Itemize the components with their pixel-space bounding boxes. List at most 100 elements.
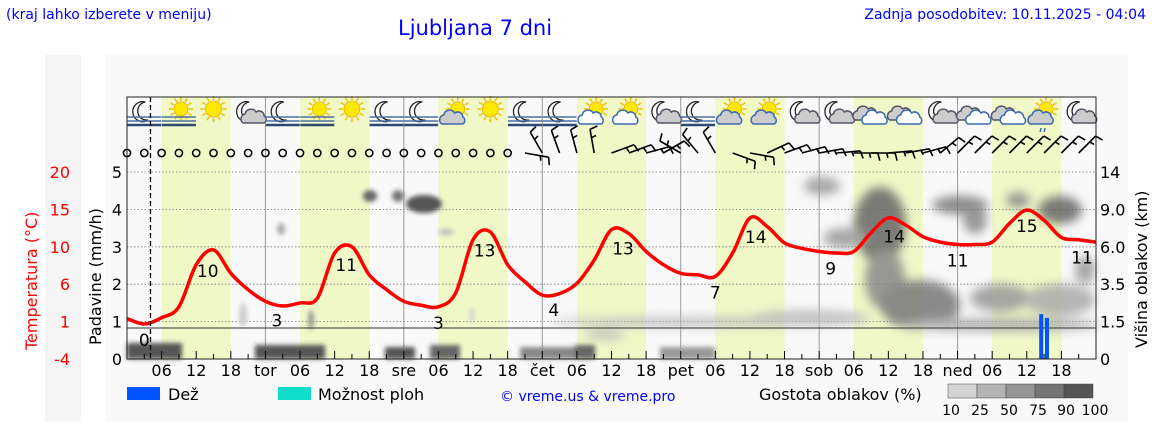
wind-barb-shaft: [974, 135, 993, 154]
sun-ray: [589, 98, 593, 103]
wind-barb-icon: [659, 133, 682, 154]
sun-ray: [1052, 112, 1057, 116]
moon-cloud-icon: [235, 101, 267, 124]
calm-wind-icon: [451, 148, 461, 158]
wind-barb-icon: [991, 135, 1017, 154]
cloud-icon: [611, 109, 639, 125]
cloud-icon: [895, 109, 923, 125]
wind-barb-feather: [681, 127, 688, 136]
precip-tick: 3: [112, 238, 122, 257]
wind-barb-icon: [589, 125, 598, 154]
wind-barb-feather: [706, 135, 712, 141]
temp-tick: 6: [60, 275, 70, 294]
wind-barb-shaft: [922, 146, 947, 154]
calm-wind-icon: [312, 148, 322, 158]
sun-ray: [737, 98, 742, 103]
sun-ray: [340, 112, 345, 117]
sun-disc: [173, 101, 189, 117]
wind-barb-feather: [1077, 135, 1086, 141]
sun-ray: [217, 97, 221, 102]
sun-ray: [312, 98, 316, 103]
x-tick: 06: [151, 361, 171, 380]
cloud-icon: [1070, 108, 1098, 124]
wind-barb-icon: [550, 125, 561, 154]
sun-cloud-icon: [715, 97, 747, 125]
sun-ray: [174, 98, 178, 103]
clouds-icon: [886, 105, 923, 125]
wind-barb-icon: [766, 142, 795, 154]
sun-cloud-icon: [611, 97, 643, 125]
cloud-height-tick: 3.5: [1100, 275, 1125, 294]
moon-fog-icon: [369, 101, 404, 127]
sun-ray: [637, 102, 642, 106]
wind-barb-feather: [958, 136, 966, 143]
sun-ray: [775, 102, 780, 106]
temp-extreme-label: 4: [548, 301, 559, 321]
wind-barb-icon: [524, 152, 551, 166]
temp-extreme-label: 13: [612, 239, 634, 259]
x-tick: 12: [1017, 361, 1037, 380]
cloud-density-scale-label: 10: [942, 403, 960, 419]
wind-barb-icon: [1043, 135, 1069, 154]
wind-barb-feather: [547, 157, 551, 166]
temp-tick: 1: [60, 313, 70, 332]
wind-barb-icon: [749, 152, 776, 166]
wind-barb-shaft: [957, 135, 976, 154]
wind-barb-feather: [928, 148, 934, 157]
temp-extreme-label: 11: [947, 251, 969, 271]
wind-barb-icon: [529, 125, 543, 154]
sun-ray: [187, 102, 192, 106]
calm-wind-icon: [191, 148, 201, 158]
last-updated: Zadnja posodobitev: 10.11.2025 - 04:04: [864, 7, 1146, 23]
x-tick: čet: [530, 361, 555, 380]
calm-wind-icon: [278, 148, 288, 158]
sun-ray: [620, 102, 625, 106]
cloud-density-scale-label: 50: [1000, 403, 1018, 419]
fog-icon: [300, 116, 335, 127]
sun-ray: [461, 98, 465, 103]
moon-cloud-icon: [789, 101, 821, 124]
cloud-density-swatch: [1063, 383, 1094, 399]
temp-extreme-label: 14: [883, 227, 905, 247]
sun-ray: [602, 112, 607, 116]
wind-barb-shaft: [681, 134, 699, 154]
precip-tick: 2: [112, 275, 122, 294]
wind-barb-feather: [553, 134, 559, 139]
wind-barb-shaft: [1026, 135, 1045, 154]
cloud-height-tick: 0: [1100, 350, 1110, 369]
wind-barb-feather: [683, 140, 691, 148]
fog-icon: [161, 116, 196, 127]
sun-ray: [723, 102, 729, 106]
wind-barb-shaft: [569, 129, 578, 154]
calm-wind-icon: [261, 148, 270, 158]
wind-barb-feather: [529, 125, 537, 133]
fog-icon: [681, 116, 716, 127]
wind-barb-shaft: [550, 130, 561, 154]
calm-wind-icon: [382, 148, 391, 158]
cloud-icon: [999, 109, 1027, 125]
wind-barb-shaft: [628, 144, 652, 154]
temp-extreme-label: 10: [197, 262, 219, 282]
sun-ray: [201, 112, 207, 117]
calm-wind-icon: [157, 148, 166, 158]
wind-barb-shaft: [702, 131, 717, 154]
x-tick: 12: [740, 361, 760, 380]
wind-barb-feather: [951, 142, 957, 147]
sun-ray: [497, 112, 503, 117]
precip-tick: 1: [112, 313, 122, 332]
sun-ray: [775, 112, 780, 116]
sun-disc: [205, 100, 222, 118]
calm-wind-icon: [503, 148, 513, 158]
x-tick: 12: [878, 361, 898, 380]
copyright-link[interactable]: © vreme.us & vreme.pro: [500, 389, 675, 405]
temperature-line: [126, 208, 1097, 326]
wind-barb-feather: [868, 152, 872, 159]
cloud-density-scale-label: 25: [971, 403, 989, 419]
sun-ray: [308, 102, 313, 106]
fog-icon: [369, 116, 404, 127]
temp-extreme-label: 7: [710, 283, 721, 303]
temp-extreme-label: 13: [474, 242, 496, 262]
wind-barb-icon: [1078, 135, 1103, 154]
wind-barb-feather: [816, 148, 821, 154]
